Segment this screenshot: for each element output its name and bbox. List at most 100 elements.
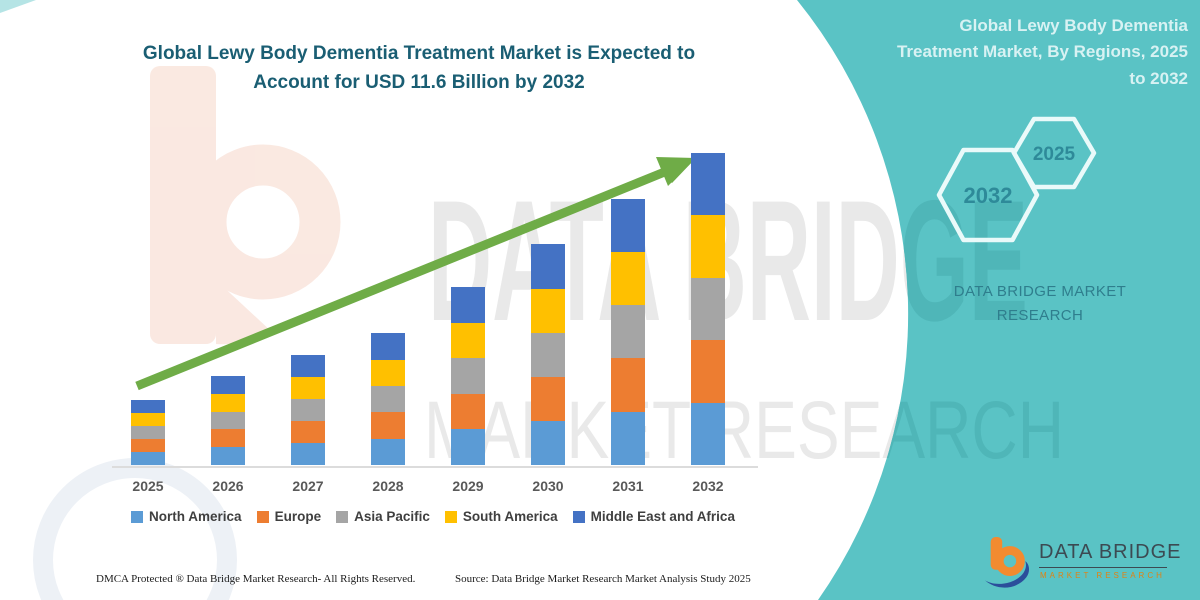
bar-segment bbox=[131, 400, 165, 414]
side-title-line2: Treatment Market, By Regions, 2025 bbox=[896, 42, 1188, 62]
bar-segment bbox=[611, 198, 645, 252]
bar-2028 bbox=[371, 333, 405, 465]
bar-segment bbox=[531, 244, 565, 289]
x-axis-label: 2026 bbox=[212, 478, 244, 494]
bar-segment bbox=[131, 439, 165, 453]
bar-segment bbox=[291, 442, 325, 465]
legend-label: Europe bbox=[274, 509, 322, 524]
x-axis-label: 2032 bbox=[692, 478, 724, 494]
chart-legend: North America Europe Asia Pacific South Ame… bbox=[88, 509, 778, 524]
legend-item: Middle East and Africa bbox=[572, 509, 735, 524]
bar-segment bbox=[291, 420, 325, 443]
bar-2030 bbox=[531, 244, 565, 465]
bar-segment bbox=[531, 376, 565, 421]
bar-segment bbox=[451, 358, 485, 394]
page-title-line1: Global Lewy Body Dementia Treatment Mark… bbox=[142, 43, 696, 64]
databridge-logo-icon bbox=[984, 537, 1030, 588]
bar-segment bbox=[131, 426, 165, 440]
bar-segment bbox=[211, 393, 245, 412]
bar-segment bbox=[531, 288, 565, 333]
x-axis-label: 2031 bbox=[612, 478, 644, 494]
legend-swatch-icon bbox=[256, 510, 269, 523]
bar-segment bbox=[371, 385, 405, 413]
legend-label: Middle East and Africa bbox=[590, 509, 735, 524]
legend-swatch-icon bbox=[336, 510, 349, 523]
teal-panel-shape bbox=[797, 0, 1200, 600]
bar-segment bbox=[691, 277, 725, 341]
bar-segment bbox=[611, 251, 645, 306]
corner-accent-triangle bbox=[0, 0, 36, 13]
bar-segment bbox=[371, 438, 405, 465]
bar-segment bbox=[211, 411, 245, 430]
footer-dmca-text: DMCA Protected ® Data Bridge Market Rese… bbox=[96, 573, 416, 585]
side-title-line1: Global Lewy Body Dementia bbox=[959, 16, 1188, 35]
bar-segment bbox=[691, 215, 725, 278]
legend-swatch-icon bbox=[444, 510, 457, 523]
hexagon-2032-label: 2032 bbox=[964, 183, 1013, 208]
legend-item: South America bbox=[444, 509, 558, 524]
x-axis-label: 2030 bbox=[532, 478, 564, 494]
databridge-logo: DATA BRIDGE MARKET RESEARCH bbox=[983, 535, 1183, 593]
bar-2026 bbox=[211, 376, 245, 465]
bar-segment bbox=[611, 305, 645, 359]
x-axis-label: 2027 bbox=[292, 478, 324, 494]
bar-segment bbox=[131, 413, 165, 427]
logo-name: DATA BRIDGE bbox=[1039, 541, 1182, 563]
bar-segment bbox=[211, 447, 245, 465]
bar-segment bbox=[451, 429, 485, 465]
bar-segment bbox=[371, 412, 405, 439]
legend-label: South America bbox=[462, 509, 558, 524]
bar-segment bbox=[611, 411, 645, 465]
hexagon-badge-2032: 2032 bbox=[936, 147, 1040, 243]
legend-label: Asia Pacific bbox=[354, 509, 430, 524]
legend-item: North America bbox=[131, 509, 242, 524]
bar-2027 bbox=[291, 354, 325, 465]
page-title: Global Lewy Body Dementia Treatment Mark… bbox=[104, 40, 734, 97]
bar-segment bbox=[691, 153, 725, 216]
x-axis-label: 2028 bbox=[372, 478, 404, 494]
side-brand-line2: RESEARCH bbox=[996, 307, 1084, 324]
bar-segment bbox=[691, 340, 725, 403]
legend-swatch-icon bbox=[572, 510, 585, 523]
bar-segment bbox=[371, 333, 405, 360]
bar-segment bbox=[131, 452, 165, 465]
watermark-swoosh-icon bbox=[33, 458, 237, 600]
bar-segment bbox=[211, 376, 245, 394]
bar-2025 bbox=[131, 400, 165, 465]
legend-label: North America bbox=[149, 509, 242, 524]
side-panel-brand: DATA BRIDGE MARKET RESEARCH bbox=[900, 280, 1180, 328]
x-axis-label: 2025 bbox=[132, 478, 164, 494]
bar-segment bbox=[691, 402, 725, 465]
side-brand-line1: DATA BRIDGE MARKET bbox=[953, 283, 1127, 300]
bar-segment bbox=[611, 358, 645, 412]
bar-segment bbox=[531, 332, 565, 377]
legend-item: Europe bbox=[256, 509, 322, 524]
bar-2029 bbox=[451, 287, 485, 465]
bar-segment bbox=[451, 322, 485, 359]
bar-segment bbox=[451, 287, 485, 323]
hexagon-2025-label: 2025 bbox=[1033, 144, 1076, 165]
bar-2032 bbox=[691, 153, 725, 465]
bar-segment bbox=[291, 376, 325, 399]
bar-segment bbox=[371, 359, 405, 386]
bar-segment bbox=[291, 354, 325, 377]
page-title-line2: Account for USD 11.6 Billion by 2032 bbox=[253, 71, 585, 93]
legend-item: Asia Pacific bbox=[336, 509, 430, 524]
bar-segment bbox=[531, 420, 565, 465]
logo-tagline: MARKET RESEARCH bbox=[1040, 571, 1165, 580]
x-axis-label: 2029 bbox=[452, 478, 484, 494]
side-panel-title: Global Lewy Body Dementia Treatment Mark… bbox=[828, 13, 1198, 92]
x-axis-line bbox=[112, 466, 758, 468]
legend-swatch-icon bbox=[131, 510, 144, 523]
growth-arrow-icon bbox=[135, 157, 696, 391]
watermark-logo-b-icon bbox=[150, 66, 341, 345]
footer-source-text: Source: Data Bridge Market Research Mark… bbox=[455, 573, 751, 585]
bar-2031 bbox=[611, 198, 645, 465]
bar-segment bbox=[291, 398, 325, 421]
side-title-line3: to 2032 bbox=[1129, 68, 1188, 88]
bar-segment bbox=[451, 393, 485, 430]
bar-segment bbox=[211, 429, 245, 448]
hexagon-badge-2025: 2025 bbox=[1011, 116, 1097, 190]
